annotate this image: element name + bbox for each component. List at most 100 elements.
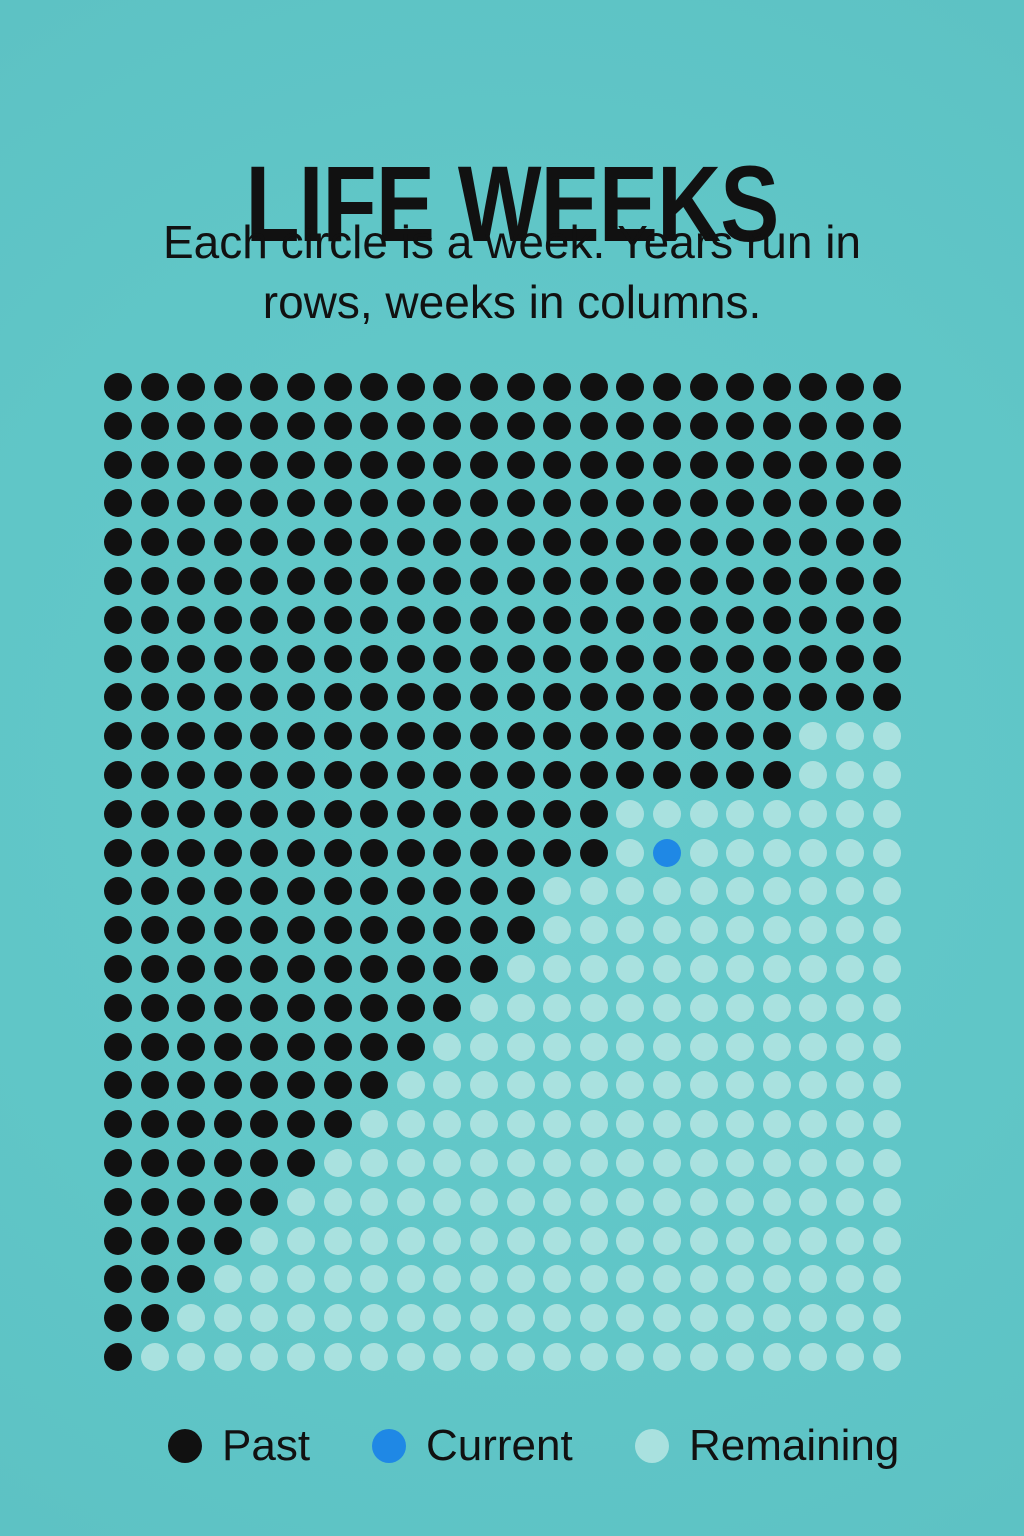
week-dot-remaining <box>470 1110 498 1139</box>
week-dot-remaining <box>616 877 645 906</box>
week-dot-past <box>250 916 279 945</box>
week-dot-remaining <box>726 1071 755 1100</box>
week-dot-past <box>213 450 242 479</box>
week-dot-past <box>140 993 169 1022</box>
week-dot-past <box>470 722 498 751</box>
week-dot-past <box>323 1032 352 1061</box>
week-dot-past <box>579 411 608 440</box>
week-dot-remaining <box>433 1032 462 1061</box>
week-dot-remaining <box>872 1149 901 1177</box>
week-dot-remaining <box>689 1071 718 1100</box>
week-dot-past <box>140 373 169 401</box>
week-dot-past <box>396 683 425 712</box>
week-dot-past <box>689 373 718 401</box>
week-dot-remaining <box>726 916 755 945</box>
week-dot-remaining <box>653 1187 681 1216</box>
week-dot-remaining <box>653 1304 681 1333</box>
week-dot-past <box>213 644 242 673</box>
week-dot-remaining <box>799 1110 828 1139</box>
week-dot-past <box>287 877 315 906</box>
week-dot-past <box>726 644 755 673</box>
week-dot-past <box>836 567 864 595</box>
week-dot-past <box>396 838 425 867</box>
week-dot-past <box>396 993 425 1022</box>
week-dot-remaining <box>506 1110 535 1139</box>
week-dot-past <box>396 722 425 751</box>
week-dot-past <box>140 411 169 440</box>
weeks-grid <box>104 373 906 1381</box>
week-dot-past <box>543 838 572 867</box>
week-dot-remaining <box>836 799 864 828</box>
week-dot-remaining <box>799 722 828 751</box>
week-dot-remaining <box>689 799 718 828</box>
week-dot-remaining <box>616 1110 645 1139</box>
week-dot-past <box>836 605 864 634</box>
week-dot-remaining <box>396 1187 425 1216</box>
week-dot-past <box>616 683 645 712</box>
week-dot-past <box>360 450 389 479</box>
week-dot-remaining <box>543 1343 572 1371</box>
week-dot-past <box>140 1032 169 1061</box>
week-dot-past <box>177 877 206 906</box>
week-dot-past <box>872 683 901 712</box>
week-dot-past <box>177 567 206 595</box>
week-dot-remaining <box>250 1265 279 1294</box>
week-dot-past <box>799 411 828 440</box>
week-dot-past <box>177 373 206 401</box>
legend: Past Current Remaining <box>0 1418 1024 1474</box>
week-dot-past <box>250 567 279 595</box>
week-dot-past <box>360 489 389 518</box>
week-dot-past <box>579 489 608 518</box>
week-dot-past <box>213 1110 242 1139</box>
week-dot-past <box>104 877 132 906</box>
week-dot-past <box>799 567 828 595</box>
week-dot-past <box>287 955 315 983</box>
week-dot-past <box>213 683 242 712</box>
week-dot-past <box>579 567 608 595</box>
week-dot-past <box>213 411 242 440</box>
week-dot-past <box>323 993 352 1022</box>
week-dot-remaining <box>762 877 791 906</box>
week-dot-remaining <box>433 1149 462 1177</box>
week-dot-past <box>177 993 206 1022</box>
week-dot-remaining <box>762 1110 791 1139</box>
week-dot-past <box>396 877 425 906</box>
week-dot-past <box>360 955 389 983</box>
week-dot-remaining <box>360 1110 389 1139</box>
week-dot-past <box>287 644 315 673</box>
week-dot-past <box>506 683 535 712</box>
week-dot-past <box>213 799 242 828</box>
week-dot-past <box>104 450 132 479</box>
week-dot-remaining <box>872 1265 901 1294</box>
week-dot-remaining <box>616 916 645 945</box>
week-dot-past <box>287 489 315 518</box>
week-dot-past <box>250 683 279 712</box>
week-dot-remaining <box>323 1304 352 1333</box>
week-dot-past <box>396 567 425 595</box>
week-dot-remaining <box>762 1304 791 1333</box>
week-dot-remaining <box>653 1110 681 1139</box>
legend-label-remaining: Remaining <box>689 1421 900 1470</box>
week-dot-remaining <box>653 1265 681 1294</box>
week-dot-past <box>104 489 132 518</box>
week-dot-past <box>433 644 462 673</box>
week-dot-past <box>506 450 535 479</box>
week-dot-remaining <box>250 1226 279 1255</box>
week-dot-past <box>433 955 462 983</box>
week-dot-remaining <box>799 799 828 828</box>
week-dot-past <box>506 722 535 751</box>
week-dot-remaining <box>323 1343 352 1371</box>
week-dot-remaining <box>653 1343 681 1371</box>
week-dot-past <box>213 1187 242 1216</box>
week-dot-past <box>323 644 352 673</box>
week-dot-remaining <box>396 1149 425 1177</box>
week-dot-past <box>872 605 901 634</box>
week-dot-past <box>287 567 315 595</box>
week-dot-past <box>543 605 572 634</box>
week-dot-remaining <box>872 916 901 945</box>
week-dot-remaining <box>470 1149 498 1177</box>
week-dot-past <box>213 916 242 945</box>
week-dot-past <box>140 567 169 595</box>
week-dot-past <box>360 993 389 1022</box>
week-dot-past <box>140 1110 169 1139</box>
